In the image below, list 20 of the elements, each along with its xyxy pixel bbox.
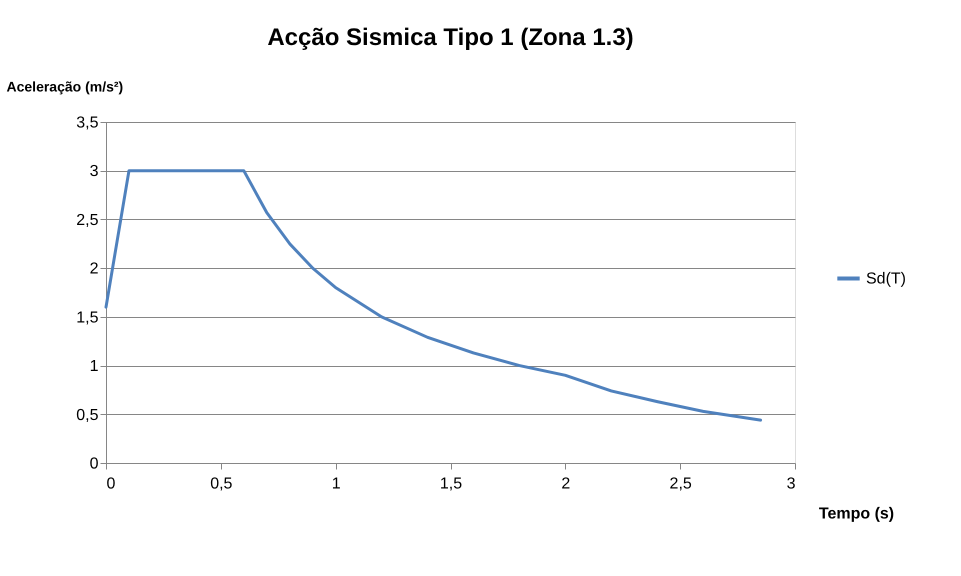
y-axis-title: Aceleração (m/s²) [6,78,124,94]
x-tick-label: 1,5 [440,476,462,492]
y-tick-label: 0,5 [76,406,99,424]
line-series [104,169,762,422]
legend-label: Sd(T) [866,270,906,288]
y-tick-label: 3 [90,163,99,180]
y-tick-label: 0 [90,456,99,472]
x-tick-label: 1 [332,476,341,492]
y-tick-label: 1,5 [76,309,99,326]
y-tick-label: 2 [90,260,99,278]
x-tick-label: 0,5 [210,476,233,492]
y-tick-label: 1 [90,358,99,376]
chart-title: Acção Sismica Tipo 1 (Zona 1.3) [267,24,634,51]
x-tick-label: 0 [106,476,116,492]
x-tick-label: 2 [561,476,570,492]
y-tick-label: 3,5 [76,114,99,132]
x-tick-label: 2,5 [670,476,692,492]
y-tick-label: 2,5 [76,212,99,229]
x-tick-label: 3 [786,476,796,492]
x-axis-title: Tempo (s) [818,506,894,522]
